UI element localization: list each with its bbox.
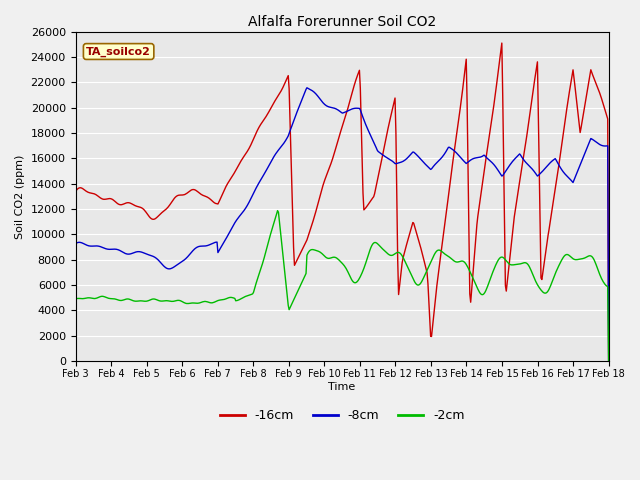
Title: Alfalfa Forerunner Soil CO2: Alfalfa Forerunner Soil CO2 xyxy=(248,15,436,29)
Y-axis label: Soil CO2 (ppm): Soil CO2 (ppm) xyxy=(15,154,25,239)
X-axis label: Time: Time xyxy=(328,382,356,392)
Legend: -16cm, -8cm, -2cm: -16cm, -8cm, -2cm xyxy=(214,404,470,427)
Text: TA_soilco2: TA_soilco2 xyxy=(86,47,151,57)
